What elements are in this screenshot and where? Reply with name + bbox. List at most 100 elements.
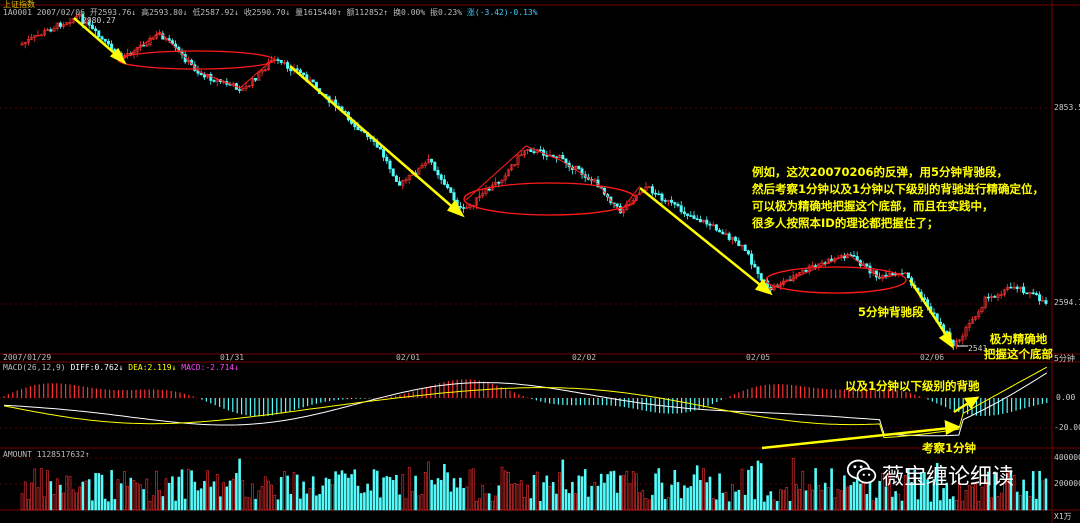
candle-body bbox=[698, 219, 702, 223]
amount-bar bbox=[87, 479, 91, 511]
amount-bar bbox=[219, 496, 222, 511]
amount-bar bbox=[507, 471, 510, 511]
amount-bar bbox=[497, 485, 501, 511]
amount-bar bbox=[555, 493, 558, 511]
amount-bar bbox=[686, 487, 689, 511]
candle-body bbox=[727, 233, 731, 240]
amount-bar bbox=[766, 495, 769, 511]
candle-body bbox=[663, 200, 667, 202]
amount-bar bbox=[270, 484, 273, 511]
amount-bar bbox=[670, 484, 673, 511]
candle-body bbox=[212, 80, 216, 82]
candle-body bbox=[106, 40, 110, 45]
amount-bar bbox=[635, 473, 638, 511]
candle-body bbox=[1041, 300, 1045, 302]
amount-bar bbox=[158, 489, 161, 511]
candle-body bbox=[65, 22, 69, 25]
amount-bar bbox=[459, 477, 462, 511]
amount-bar bbox=[689, 486, 693, 511]
amount-bar bbox=[465, 486, 469, 511]
amount-bar bbox=[622, 475, 625, 511]
amount-bar bbox=[775, 501, 779, 511]
amount-bar bbox=[1038, 471, 1041, 511]
arrow-4-head bbox=[938, 331, 954, 349]
candle-body bbox=[23, 42, 27, 45]
candle-body bbox=[442, 179, 446, 185]
amount-bar bbox=[340, 470, 344, 511]
amount-bar bbox=[151, 495, 155, 511]
annotation-line-4: 很多人按照本ID的理论都把握住了； bbox=[752, 216, 939, 230]
amount-bar bbox=[609, 471, 613, 511]
candle-body bbox=[238, 89, 242, 91]
amount-bar bbox=[1003, 482, 1006, 511]
amount-bar bbox=[148, 500, 152, 511]
amount-bar bbox=[939, 500, 942, 511]
date-tick-3: 02/01 bbox=[396, 353, 421, 362]
amount-bar bbox=[846, 486, 849, 511]
amount-bar bbox=[347, 477, 350, 511]
candle-body bbox=[209, 73, 213, 81]
candle-body bbox=[686, 213, 690, 216]
amount-bar bbox=[734, 491, 737, 511]
amount-bar bbox=[343, 473, 347, 511]
amount-bar bbox=[740, 468, 744, 511]
amount-bar bbox=[254, 498, 257, 511]
candle-body bbox=[145, 44, 149, 47]
candle-body bbox=[33, 34, 37, 38]
candle-body bbox=[954, 340, 958, 347]
amount-bar bbox=[311, 476, 315, 511]
amount-bar bbox=[369, 490, 373, 511]
amount-bar bbox=[657, 468, 661, 511]
amount-bar bbox=[817, 485, 821, 511]
period-label: 5分钟 bbox=[1054, 354, 1075, 363]
macd-histogram bbox=[3, 379, 1048, 417]
candle-body bbox=[638, 192, 642, 196]
amount-bar bbox=[795, 484, 798, 511]
candle-body bbox=[407, 174, 411, 181]
right-axis-top: 2853.5 bbox=[1054, 103, 1080, 112]
amount-bar bbox=[43, 496, 46, 511]
amount-bar bbox=[401, 474, 405, 511]
amount-bar bbox=[439, 480, 443, 511]
amount-bar bbox=[385, 476, 389, 511]
candle-body bbox=[295, 68, 299, 71]
amount-bar bbox=[721, 492, 725, 511]
candle-body bbox=[519, 154, 523, 157]
amount-bar bbox=[628, 483, 632, 511]
candle-body bbox=[666, 199, 670, 202]
trend-arrows bbox=[73, 17, 980, 450]
amount-bar bbox=[295, 474, 299, 511]
pivot-circle-2 bbox=[463, 182, 637, 216]
amount-bar bbox=[276, 499, 280, 511]
diff-line bbox=[3, 372, 1048, 437]
amount-bar bbox=[382, 477, 385, 511]
bottom-label-line-2: 把握这个底部 bbox=[984, 347, 1053, 361]
candle-body bbox=[967, 323, 971, 328]
amount-bar bbox=[471, 468, 475, 511]
candle-body bbox=[81, 14, 85, 25]
amount-bar bbox=[1028, 496, 1032, 511]
candle-body bbox=[654, 192, 658, 195]
candle-body bbox=[474, 197, 478, 206]
amount-bar bbox=[500, 466, 504, 511]
arrow-1 bbox=[73, 17, 121, 59]
candle-body bbox=[615, 203, 619, 207]
candle-body bbox=[1025, 292, 1029, 295]
amount-bar bbox=[196, 490, 200, 511]
amount-bar bbox=[129, 477, 133, 511]
amount-bar bbox=[494, 495, 497, 511]
amount-bar bbox=[49, 481, 53, 511]
amount-bar bbox=[363, 492, 366, 511]
amount-bar bbox=[107, 501, 110, 511]
candle-body bbox=[481, 192, 485, 197]
amount-bar bbox=[894, 491, 897, 511]
zigzag-1 bbox=[121, 31, 273, 89]
candle-body bbox=[26, 38, 30, 43]
candle-body bbox=[545, 155, 549, 157]
amount-bar bbox=[30, 482, 33, 511]
amount-bar bbox=[907, 469, 910, 511]
amount-bar bbox=[142, 489, 145, 511]
amount-header: AMOUNT 1128517632↑ bbox=[3, 450, 90, 459]
high-value: 高2593.80↓ bbox=[141, 8, 188, 17]
